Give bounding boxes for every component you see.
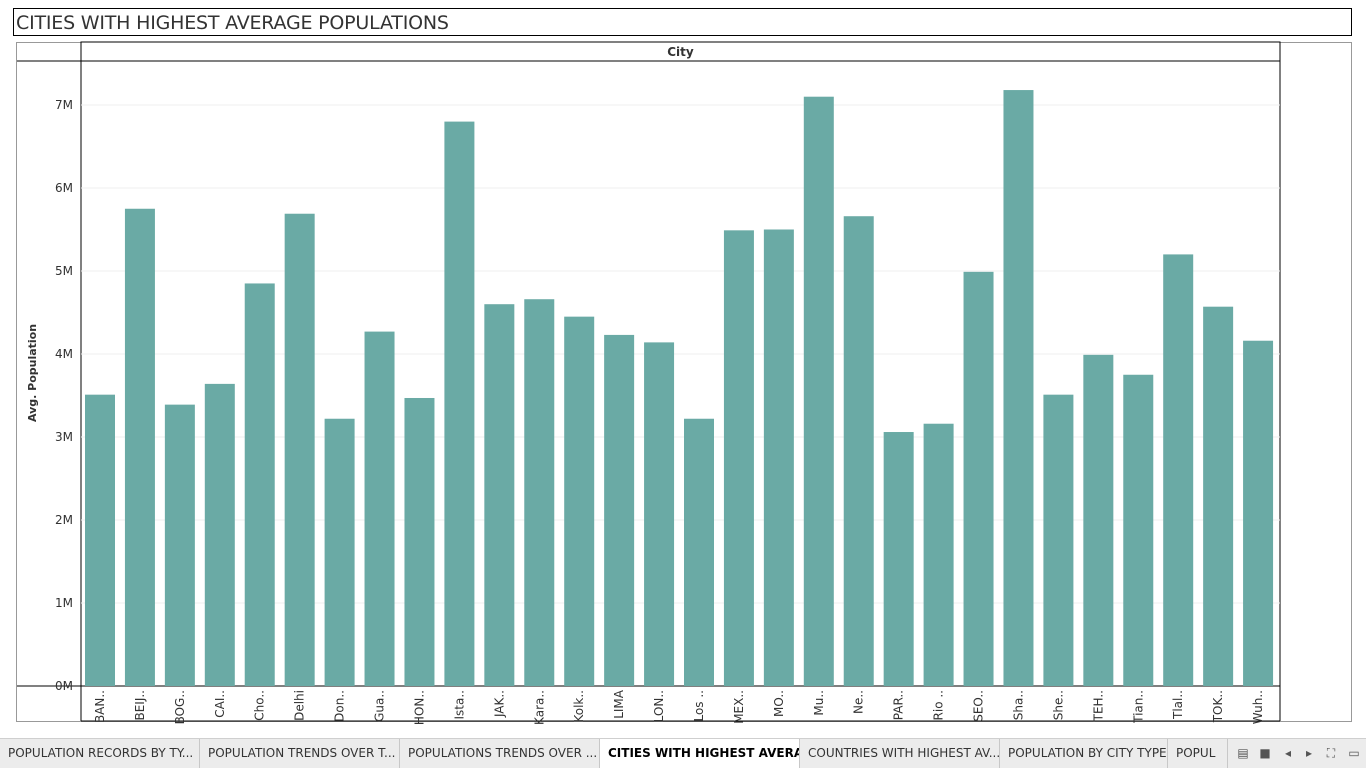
category-label: MEX.. (732, 690, 746, 724)
category-label: BOG.. (173, 690, 187, 724)
category-label: Ista.. (452, 690, 466, 719)
bar (803, 96, 834, 686)
y-tick-label: 4M (55, 347, 73, 361)
tab-grid-icon[interactable]: ■ (1259, 746, 1271, 760)
bar (723, 230, 754, 686)
category-label: JAK.. (492, 690, 506, 718)
bar (564, 316, 595, 686)
bar-chart: City Avg. Population 0M 1M 2M 3M 4M 5M 6M 7M BAN.… (17, 41, 1281, 725)
bar (644, 342, 675, 686)
prev-tab-icon[interactable]: ◂ (1284, 746, 1292, 760)
sheet-tab[interactable]: CITIES WITH HIGHEST AVERA... (600, 739, 800, 768)
category-label: Wuh.. (1251, 690, 1265, 724)
y-tick-label: 1M (55, 596, 73, 610)
filmstrip-icon[interactable]: ▤ (1237, 746, 1249, 760)
category-label: Mu.. (812, 690, 826, 716)
y-tick-label: 7M (55, 98, 73, 112)
category-label: Gua.. (373, 690, 387, 722)
bar (484, 304, 515, 686)
category-label: TEH.. (1091, 690, 1105, 722)
sheet-tab[interactable]: POPULATION RECORDS BY TY... (0, 739, 200, 768)
category-label: Tian.. (1131, 690, 1145, 724)
bar (923, 423, 954, 686)
category-label: Rio .. (932, 690, 946, 720)
category-label: PAR.. (892, 690, 906, 720)
y-axis-title: Avg. Population (26, 324, 39, 422)
sheet-tab[interactable]: POPULATION TRENDS OVER T... (200, 739, 400, 768)
sheet-tab[interactable]: COUNTRIES WITH HIGHEST AV... (800, 739, 1000, 768)
sheet-tab[interactable]: POPULATION BY CITY TYPE (1000, 739, 1168, 768)
category-label: Tlal.. (1171, 690, 1185, 720)
y-tick-label: 2M (55, 513, 73, 527)
page-title: CITIES WITH HIGHEST AVERAGE POPULATIONS (16, 12, 449, 34)
y-tick-label: 6M (55, 181, 73, 195)
category-label: Los .. (692, 690, 706, 722)
bar (524, 299, 555, 686)
category-label: LIMA (612, 689, 626, 719)
sheet-tab[interactable]: POPULATIONS TRENDS OVER ... (400, 739, 600, 768)
bar (284, 213, 315, 687)
y-tick-label: 5M (55, 264, 73, 278)
bar (684, 418, 714, 686)
fullscreen-icon[interactable]: ⛶ (1326, 746, 1336, 760)
category-label: SEO.. (972, 690, 986, 722)
bar (1083, 354, 1114, 686)
bar (963, 271, 994, 686)
bar (1123, 374, 1154, 686)
category-label: Cho.. (253, 690, 267, 721)
bar (124, 208, 155, 686)
bar (763, 229, 794, 686)
bar (164, 404, 195, 686)
category-label: Kara.. (532, 690, 546, 725)
bar (444, 121, 475, 687)
bar (1203, 306, 1234, 686)
bar (85, 394, 115, 686)
category-label: TOK.. (1211, 690, 1225, 723)
category-label: LON.. (652, 690, 666, 722)
category-label: MO.. (772, 690, 786, 717)
bar (324, 418, 355, 686)
category-label: CAI.. (213, 690, 227, 718)
category-label: BEIJ.. (133, 690, 147, 721)
category-label: Kolk.. (572, 690, 586, 723)
bar (843, 216, 874, 686)
y-tick-label: 3M (55, 430, 73, 444)
bar (883, 432, 914, 686)
sheet-tab-bar: POPULATION RECORDS BY TY... POPULATION TR… (0, 738, 1366, 768)
next-tab-icon[interactable]: ▸ (1305, 746, 1313, 760)
category-label: Delhi (293, 690, 307, 721)
category-label: HON.. (412, 690, 426, 725)
bar (244, 283, 275, 686)
category-label: Sha.. (1011, 690, 1025, 720)
bar (1243, 340, 1274, 686)
category-label: BAN.. (93, 690, 107, 723)
column-header-label: City (667, 45, 694, 59)
bar (1163, 254, 1194, 686)
bar (1003, 90, 1034, 686)
bar (204, 383, 235, 686)
bar (604, 334, 635, 686)
category-label: Don.. (333, 690, 347, 722)
present-icon[interactable]: ▭ (1348, 746, 1360, 760)
dashboard-title-box: CITIES WITH HIGHEST AVERAGE POPULATIONS (13, 8, 1352, 36)
bar (364, 331, 395, 686)
y-tick-label: 0M (55, 679, 73, 693)
bar (404, 397, 435, 686)
sheet-tab[interactable]: POPUL (1168, 739, 1228, 768)
category-label: Ne.. (852, 690, 866, 714)
bar (1043, 394, 1074, 686)
category-label: She.. (1051, 690, 1065, 720)
